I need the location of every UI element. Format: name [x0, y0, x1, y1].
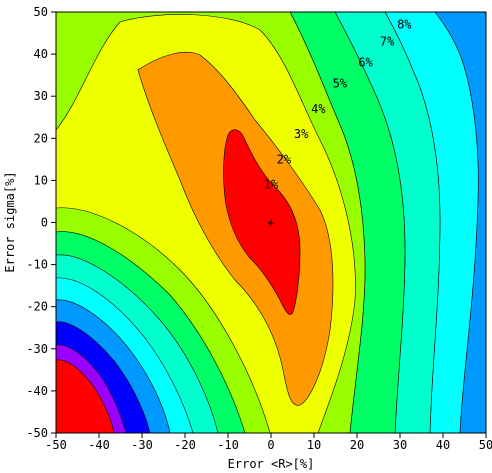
- contour-regions: [56, 12, 486, 433]
- contour-label: 1%: [264, 178, 279, 192]
- contour-label: 4%: [311, 102, 326, 116]
- y-tick-label: -20: [26, 300, 48, 314]
- x-tick-label: -40: [88, 438, 110, 452]
- x-tick-label: 50: [479, 438, 492, 452]
- contour-region-low-8: [56, 359, 115, 433]
- contour-label: 2%: [277, 152, 292, 166]
- y-tick-label: 0: [41, 216, 48, 230]
- minimum-point-marker: +: [267, 216, 274, 230]
- y-tick-label: 50: [34, 5, 48, 19]
- contour-label: 6%: [358, 56, 373, 70]
- contour-labels: 1% 2%3%4% 5% 6% 7%8%: [264, 18, 413, 192]
- y-tick-label: -10: [26, 258, 48, 272]
- y-axis-title: Error sigma[%]: [3, 171, 17, 272]
- minimum-marker: +: [267, 216, 274, 230]
- y-tick-label: 20: [34, 131, 48, 145]
- y-axis: 50 40 30 20 10 0 -10 -20 -30 -40 -50: [26, 5, 56, 440]
- contour-label: 5%: [333, 77, 348, 91]
- x-axis-title: Error <R>[%]: [228, 457, 315, 471]
- contour-label: 7%: [380, 34, 395, 48]
- y-tick-label: 40: [34, 47, 48, 61]
- x-tick-label: 20: [350, 438, 364, 452]
- y-tick-label: 10: [34, 173, 48, 187]
- contour-region-1pct: [223, 129, 301, 315]
- x-tick-label: -10: [217, 438, 239, 452]
- x-tick-label: -30: [131, 438, 153, 452]
- y-tick-label: -30: [26, 342, 48, 356]
- x-axis: -50 -40 -30 -20 -10 0 10 20 30 40 50: [45, 433, 492, 452]
- contour-label: 8%: [397, 18, 412, 32]
- contour-label: 3%: [294, 127, 309, 141]
- y-tick-label: 30: [34, 89, 48, 103]
- y-tick-label: -50: [26, 426, 48, 440]
- x-tick-label: 30: [393, 438, 407, 452]
- x-tick-label: 40: [436, 438, 450, 452]
- y-tick-label: -40: [26, 384, 48, 398]
- x-tick-label: 0: [267, 438, 274, 452]
- x-tick-label: -50: [45, 438, 67, 452]
- x-tick-label: 10: [307, 438, 321, 452]
- x-tick-label: -20: [174, 438, 196, 452]
